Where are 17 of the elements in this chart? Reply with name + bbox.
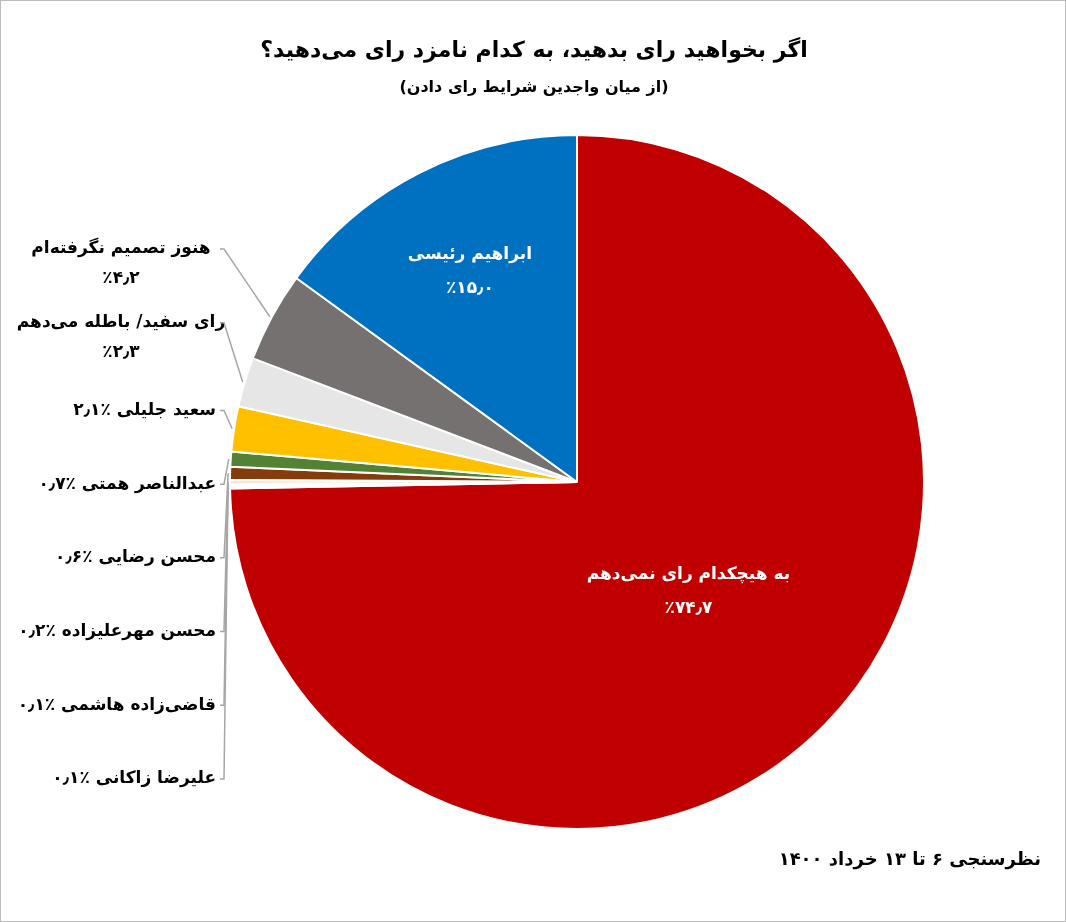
slice-label: ابراهیم رئیسی (407, 243, 532, 265)
text: نظرسنجی ۶ تا ۱۳ خرداد ۱۴۰۰ (778, 848, 1041, 869)
slice-label: هنوز تصمیم نگرفته‌ام (31, 237, 211, 259)
data-label: ٪۱۵٫۰ (445, 277, 494, 298)
slice-label: سعید جلیلی ٪۲٫۱ (73, 398, 216, 419)
chart-subtitle: (از میان واجدین شرایط رای دادن) (398, 77, 670, 96)
data-label: ٪۲٫۳ (102, 341, 141, 362)
slice-label: به هیچکدام رای نمی‌دهم (586, 562, 791, 584)
slice-label: محسن مهرعلیزاده ٪۰٫۲ (18, 619, 216, 641)
data-label: ٪۴٫۲ (102, 267, 141, 288)
chart-title: اگر بخواهید رای بدهید، به کدام نامزد رای می‌دهید؟ (259, 37, 809, 62)
data-label: ٪۷۴٫۷ (664, 596, 713, 617)
slice-label: رای سفید/ باطله می‌دهم (16, 311, 226, 332)
slice-label: قاضی‌زاده هاشمی ٪۰٫۱ (17, 693, 216, 714)
slice-label: عبدالناصر همتی ٪۰٫۷ (38, 472, 216, 494)
slice-label: علیرضا زاکانی ٪۰٫۱ (52, 767, 216, 789)
slice-label: محسن رضایی ٪۰٫۶ (55, 546, 216, 568)
